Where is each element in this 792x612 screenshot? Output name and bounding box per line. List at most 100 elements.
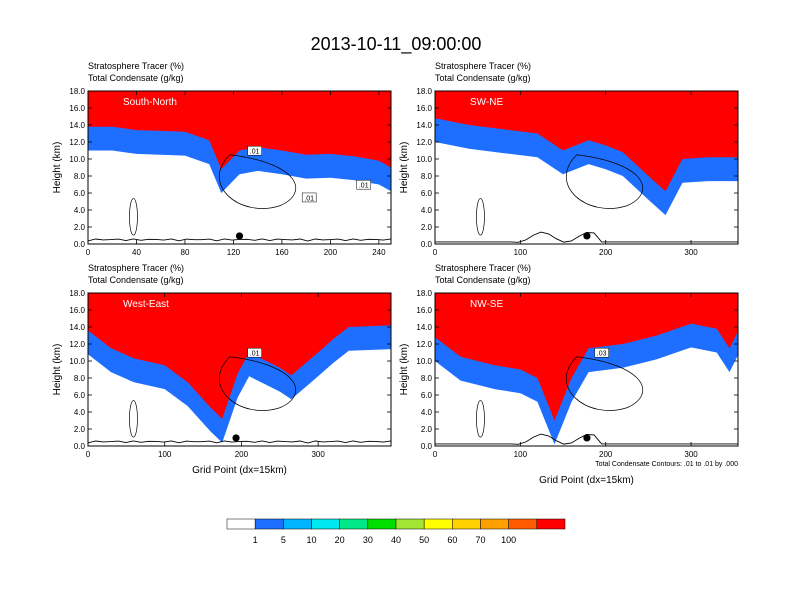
condensate-contour	[218, 154, 297, 209]
contour-label-box	[594, 347, 609, 358]
condensate-contour	[476, 198, 485, 236]
x-tick-label: 0	[86, 248, 91, 257]
condensate-contour	[129, 400, 138, 438]
y-tick-label: 8.0	[421, 374, 433, 383]
contour-label: Total Condensate (g/kg)	[435, 275, 531, 285]
contour-label: .01	[250, 149, 260, 156]
plot-area: .01	[88, 293, 391, 444]
y-tick-label: 4.0	[421, 206, 433, 215]
colorbar-label: 20	[335, 535, 345, 545]
x-tick-label: 200	[235, 450, 249, 459]
x-tick-label: 100	[514, 450, 528, 459]
y-tick-label: 14.0	[416, 121, 432, 130]
colorbar-swatch	[508, 518, 538, 530]
y-tick-label: 18.0	[69, 87, 85, 96]
colorbar-swatch	[254, 518, 284, 530]
plot-area: .03	[435, 293, 738, 445]
y-tick-label: 2.0	[74, 223, 86, 232]
plot-frame	[87, 292, 392, 447]
y-tick-label: 10.0	[416, 155, 432, 164]
panel-label: NW-SE	[470, 299, 503, 310]
condensate-contour	[476, 400, 485, 438]
y-axis-label: Height (km)	[399, 142, 410, 194]
y-tick-label: 0.0	[74, 240, 86, 249]
colorbar-swatch	[480, 518, 509, 530]
x-axis-label: Grid Point (dx=15km)	[192, 465, 287, 476]
colorbar-swatch	[423, 518, 453, 530]
panel-label: South-North	[123, 97, 177, 108]
y-tick-label: 2.0	[421, 223, 433, 232]
y-tick-label: 16.0	[69, 104, 85, 113]
contour-label: .01	[304, 195, 314, 202]
colorbar-swatch	[226, 518, 256, 530]
x-tick-label: 0	[433, 248, 438, 257]
contour-label: .03	[597, 351, 607, 358]
location-marker	[583, 434, 591, 442]
plot-area: .01 .01 .01	[88, 91, 391, 242]
y-tick-label: 0.0	[421, 442, 433, 451]
contour-label-box	[301, 192, 317, 203]
terrain-line	[88, 440, 391, 444]
location-marker	[235, 232, 244, 240]
x-tick-label: 0	[86, 450, 91, 459]
colorbar-label: 1	[253, 535, 258, 545]
y-tick-label: 18.0	[416, 87, 432, 96]
y-axis-label: Height (km)	[399, 344, 410, 396]
x-tick-label: 40	[132, 248, 141, 257]
y-tick-label: 16.0	[416, 104, 432, 113]
x-tick-label: 200	[599, 450, 613, 459]
x-tick-label: 120	[227, 248, 241, 257]
y-tick-label: 8.0	[74, 172, 86, 181]
plot-frame	[434, 90, 739, 245]
y-tick-label: 14.0	[416, 323, 432, 332]
panels: Stratosphere Tracer (%) Total Condensate …	[52, 61, 739, 486]
colorbar-label: 5	[281, 535, 286, 545]
colorbar-label: 60	[447, 535, 457, 545]
colorbar-swatch	[395, 518, 425, 530]
y-tick-label: 12.0	[416, 340, 432, 349]
y-axis-label: Height (km)	[52, 142, 63, 194]
colorbar-swatch	[283, 518, 312, 530]
field-label: Stratosphere Tracer (%)	[88, 263, 184, 273]
y-tick-label: 8.0	[74, 374, 86, 383]
colorbar-swatch	[339, 518, 369, 530]
y-tick-label: 12.0	[69, 138, 85, 147]
x-tick-label: 100	[158, 450, 172, 459]
y-tick-label: 2.0	[74, 425, 86, 434]
y-tick-label: 14.0	[69, 323, 85, 332]
tracer-core	[88, 293, 391, 419]
x-tick-label: 300	[311, 450, 325, 459]
panel-label: SW-NE	[470, 97, 503, 108]
location-marker	[232, 434, 240, 442]
x-tick-label: 200	[599, 248, 613, 257]
x-axis-label: Grid Point (dx=15km)	[539, 475, 634, 486]
figure-title: 2013-10-11_09:00:00	[311, 34, 482, 55]
y-tick-label: 18.0	[69, 289, 85, 298]
condensate-contour	[129, 198, 138, 236]
contour-label-box	[247, 347, 262, 358]
x-tick-label: 0	[433, 450, 438, 459]
y-tick-label: 0.0	[421, 240, 433, 249]
x-tick-label: 240	[372, 248, 386, 257]
condensate-contour	[565, 356, 644, 411]
y-tick-label: 8.0	[421, 172, 433, 181]
y-tick-label: 16.0	[69, 306, 85, 315]
x-tick-label: 160	[275, 248, 289, 257]
colorbar-swatch	[452, 518, 481, 530]
contour-label: .01	[250, 351, 260, 358]
y-tick-label: 6.0	[421, 391, 433, 400]
field-label: Stratosphere Tracer (%)	[88, 61, 184, 71]
y-tick-label: 0.0	[74, 442, 86, 451]
contour-label: .01	[359, 183, 369, 190]
y-tick-label: 6.0	[74, 391, 86, 400]
y-tick-label: 12.0	[416, 138, 432, 147]
colorbar-label: 70	[475, 535, 485, 545]
contour-label-box	[356, 179, 371, 190]
colorbar-label: 10	[306, 535, 316, 545]
y-tick-label: 12.0	[69, 340, 85, 349]
y-tick-label: 10.0	[69, 357, 85, 366]
tracer-core	[435, 91, 738, 192]
x-tick-label: 80	[181, 248, 190, 257]
condensate-contour	[218, 356, 297, 411]
panel-label: West-East	[123, 299, 169, 310]
